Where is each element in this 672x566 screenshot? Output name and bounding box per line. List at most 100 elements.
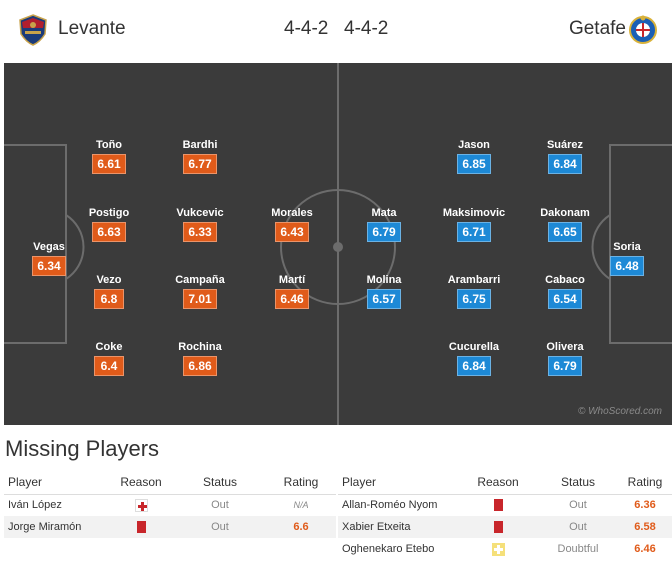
player-name: Soria	[613, 241, 641, 253]
player-rating: 6.63	[92, 222, 126, 242]
column-header-reason: Reason	[108, 470, 174, 495]
table-row[interactable]: Xabier Etxeita Out 6.58	[338, 516, 672, 538]
player-name: Postigo	[88, 207, 130, 219]
missing-player-name[interactable]: Oghenekaro Etebo	[342, 543, 435, 555]
home-team-name[interactable]: Levante	[58, 18, 126, 39]
player-bardhi[interactable]: Bardhi 6.77	[165, 139, 235, 174]
player-rating: 6.8	[94, 289, 124, 309]
player-rating: 6.71	[457, 222, 491, 242]
player-postigo[interactable]: Postigo 6.63	[74, 207, 144, 242]
player-name: Vezo	[96, 274, 122, 286]
column-header-player: Player	[4, 470, 108, 495]
player-name: Martí	[278, 274, 306, 286]
player-name: Rochina	[178, 341, 222, 353]
missing-players-title: Missing Players	[5, 436, 160, 461]
column-header-status: Status	[538, 470, 618, 495]
player-cucurella[interactable]: Cucurella 6.84	[439, 341, 509, 376]
player-rating: 6.43	[275, 222, 309, 242]
red-card-icon	[493, 499, 503, 512]
injury-icon	[134, 498, 148, 512]
missing-status: Out	[538, 516, 618, 538]
away-formation: 4-4-2	[344, 18, 389, 39]
red-card-icon	[493, 521, 503, 534]
player-molina[interactable]: Molina 6.57	[349, 274, 419, 309]
missing-status: Out	[211, 499, 229, 512]
player-arambarri[interactable]: Arambarri 6.75	[439, 274, 509, 309]
missing-rating: 6.6	[266, 516, 336, 538]
player-maksimovic[interactable]: Maksimovic 6.71	[439, 207, 509, 242]
missing-rating: 6.58	[618, 516, 672, 538]
player-rating: 6.79	[367, 222, 401, 242]
away-team-name[interactable]: Getafe	[568, 18, 626, 39]
player-campana[interactable]: Campaña 7.01	[165, 274, 235, 309]
player-rating: 6.75	[457, 289, 491, 309]
player-olivera[interactable]: Olivera 6.79	[530, 341, 600, 376]
player-rating: 6.57	[367, 289, 401, 309]
column-header-rating: Rating	[618, 470, 672, 495]
player-name: Morales	[271, 207, 313, 219]
table-row[interactable]: Jorge Miramón Out 6.6	[4, 516, 336, 538]
player-mata[interactable]: Mata 6.79	[349, 207, 419, 242]
pitch: Vegas 6.34 Toño 6.61 Postigo 6.63 Vezo 6…	[4, 63, 672, 425]
player-dakonam[interactable]: Dakonam 6.65	[530, 207, 600, 242]
player-name: Vukcevic	[176, 207, 224, 219]
player-coke[interactable]: Coke 6.4	[74, 341, 144, 376]
player-name: Cabaco	[545, 274, 585, 286]
player-rating: 6.79	[548, 356, 582, 376]
player-rating: 6.4	[94, 356, 124, 376]
table-row[interactable]: Allan-Roméo Nyom Out 6.36	[338, 494, 672, 516]
player-rating: 6.84	[457, 356, 491, 376]
away-missing-table: Player Reason Status Rating Allan-Roméo …	[338, 470, 672, 560]
player-name: Dakonam	[540, 207, 590, 219]
missing-reason	[108, 516, 174, 538]
player-rating: 6.86	[183, 356, 217, 376]
missing-status: Out	[569, 499, 587, 512]
watermark: © WhoScored.com	[577, 406, 662, 417]
missing-player-name[interactable]: Allan-Roméo Nyom	[342, 499, 438, 512]
missing-rating: 6.36	[634, 499, 656, 512]
player-marti[interactable]: Martí 6.46	[257, 274, 327, 309]
player-name: Olivera	[546, 341, 584, 353]
match-header: Levante 4-4-2 4-4-2 Getafe	[0, 0, 672, 62]
player-morales[interactable]: Morales 6.43	[257, 207, 327, 242]
player-soria[interactable]: Soria 6.48	[592, 241, 662, 276]
red-card-icon	[136, 521, 146, 534]
missing-player-name[interactable]: Iván López	[8, 499, 62, 512]
player-name: Mata	[371, 207, 397, 219]
getafe-badge-icon	[629, 15, 657, 44]
player-name: Bardhi	[182, 139, 218, 151]
player-vegas[interactable]: Vegas 6.34	[14, 241, 84, 276]
missing-reason	[458, 538, 538, 560]
player-rating: 6.48	[610, 256, 644, 276]
player-name: Coke	[95, 341, 123, 353]
missing-reason	[458, 516, 538, 538]
player-rating: 7.01	[183, 289, 217, 309]
missing-player-name[interactable]: Jorge Miramón	[4, 516, 108, 538]
player-name: Suárez	[546, 139, 584, 151]
missing-player-name[interactable]: Xabier Etxeita	[338, 516, 458, 538]
player-tono[interactable]: Toño 6.61	[74, 139, 144, 174]
column-header-reason: Reason	[458, 470, 538, 495]
player-rating: 6.33	[183, 222, 217, 242]
missing-rating: 6.46	[634, 543, 656, 555]
missing-status: Doubtful	[557, 543, 599, 555]
player-name: Arambarri	[447, 274, 501, 286]
doubtful-icon	[491, 542, 505, 556]
missing-status: Out	[174, 516, 266, 538]
player-rating: 6.34	[32, 256, 66, 276]
player-name: Maksimovic	[442, 207, 506, 219]
player-vukcevic[interactable]: Vukcevic 6.33	[165, 207, 235, 242]
levante-badge-icon	[19, 14, 47, 46]
player-vezo[interactable]: Vezo 6.8	[74, 274, 144, 309]
player-jason[interactable]: Jason 6.85	[439, 139, 509, 174]
table-header-row: Player Reason Status Rating	[4, 470, 336, 495]
table-row[interactable]: Oghenekaro Etebo Doubtful 6.46	[338, 538, 672, 560]
player-rating: 6.61	[92, 154, 126, 174]
missing-reason	[458, 494, 538, 516]
player-suarez[interactable]: Suárez 6.84	[530, 139, 600, 174]
home-missing-table: Player Reason Status Rating Iván López O…	[4, 470, 336, 538]
player-cabaco[interactable]: Cabaco 6.54	[530, 274, 600, 309]
player-rochina[interactable]: Rochina 6.86	[165, 341, 235, 376]
table-row[interactable]: Iván López Out N/A	[4, 494, 336, 516]
player-rating: 6.46	[275, 289, 309, 309]
